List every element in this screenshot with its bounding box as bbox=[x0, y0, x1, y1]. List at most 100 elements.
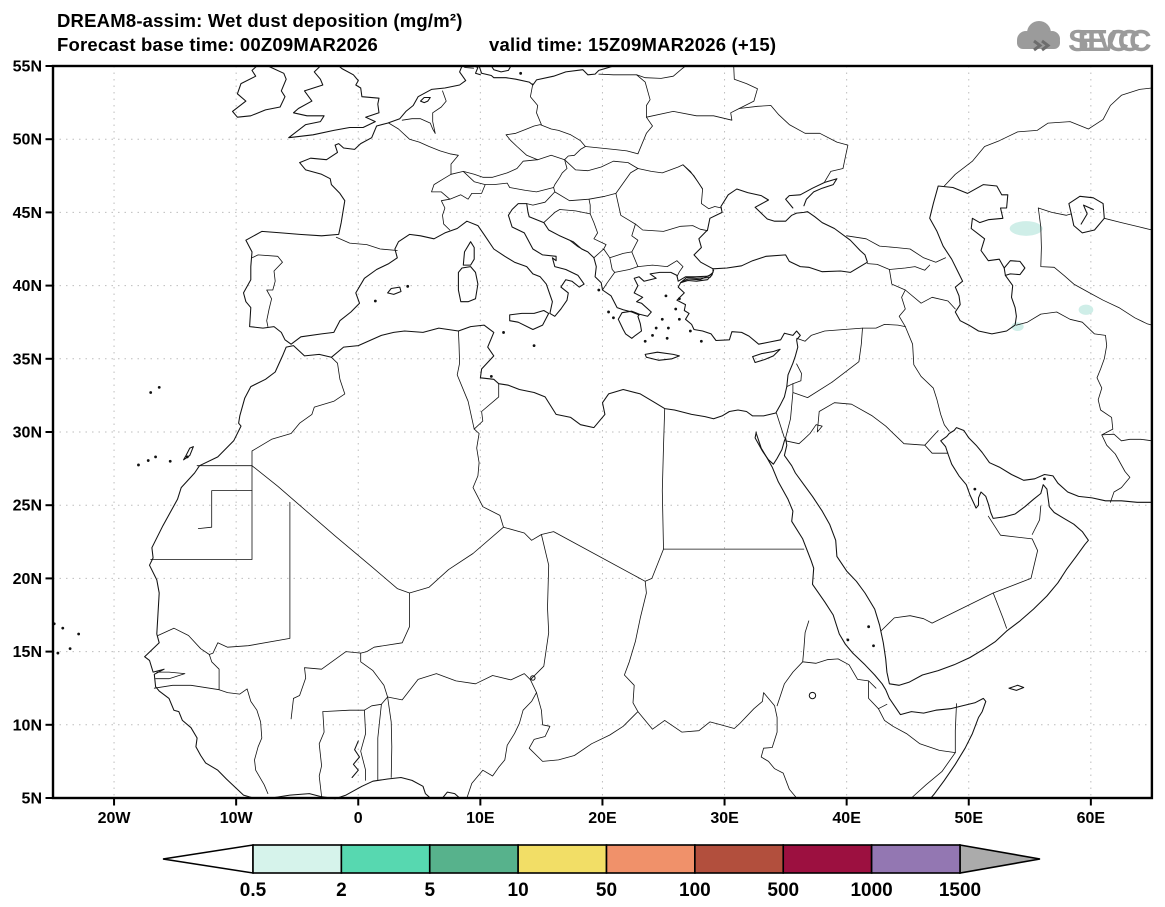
wet-deposition-area bbox=[1078, 304, 1094, 315]
colorbar-level-label: 5 bbox=[424, 880, 435, 901]
coastline bbox=[754, 427, 1153, 686]
country-border bbox=[466, 679, 537, 799]
colorbar-level-label: 1500 bbox=[939, 880, 981, 901]
country-border bbox=[456, 330, 475, 430]
country-border bbox=[553, 159, 568, 188]
country-border bbox=[526, 187, 556, 206]
colorbar-cell bbox=[694, 844, 785, 874]
small-island bbox=[664, 294, 668, 298]
small-island bbox=[665, 336, 669, 340]
coastline bbox=[478, 65, 614, 86]
forecast-base-time-label: Forecast base time: 00Z09MAR2026 bbox=[57, 34, 378, 55]
country-border bbox=[196, 465, 253, 560]
seevccc-logo: SEEVCCC bbox=[1017, 21, 1152, 58]
country-border bbox=[602, 271, 616, 291]
coastlines-and-borders bbox=[52, 65, 1153, 800]
country-border bbox=[432, 90, 447, 134]
country-border bbox=[776, 412, 785, 439]
plot-frame bbox=[51, 64, 1154, 800]
small-island bbox=[519, 71, 523, 75]
coastline bbox=[929, 184, 1017, 335]
small-island bbox=[867, 625, 871, 629]
lon-tick-label: 0 bbox=[354, 810, 363, 827]
lat-tick-label: 45N bbox=[13, 205, 42, 222]
lake bbox=[808, 691, 817, 700]
country-border bbox=[593, 248, 633, 259]
country-border bbox=[880, 515, 1038, 632]
country-border bbox=[831, 327, 863, 383]
lon-tick-label: 10E bbox=[466, 810, 495, 827]
small-island bbox=[1043, 477, 1046, 481]
small-island bbox=[643, 339, 647, 343]
country-border bbox=[377, 703, 382, 781]
small-island bbox=[149, 391, 153, 394]
lat-tick-label: 50N bbox=[13, 132, 42, 149]
country-border bbox=[776, 620, 810, 707]
country-border bbox=[785, 383, 794, 439]
small-island bbox=[688, 329, 692, 333]
small-island bbox=[373, 299, 377, 303]
coastline bbox=[271, 776, 431, 800]
country-border bbox=[543, 198, 591, 224]
small-island bbox=[674, 307, 678, 311]
dust-deposition-regions bbox=[1009, 221, 1094, 331]
country-border bbox=[1037, 207, 1072, 216]
country-border bbox=[792, 381, 833, 399]
wet-deposition-area bbox=[1011, 322, 1024, 331]
coastline bbox=[462, 241, 475, 266]
lon-tick-label: 40E bbox=[832, 810, 861, 827]
lat-tick-label: 30N bbox=[13, 425, 42, 442]
country-border bbox=[387, 696, 393, 778]
country-border bbox=[450, 159, 539, 178]
country-border bbox=[559, 235, 586, 251]
lon-tick-label: 10W bbox=[220, 810, 254, 827]
country-border bbox=[867, 263, 931, 271]
coastline bbox=[387, 286, 402, 295]
coastline bbox=[693, 188, 868, 273]
coastline bbox=[1008, 684, 1025, 691]
colorbar-cell bbox=[428, 844, 519, 874]
country-border bbox=[635, 223, 708, 232]
country-border bbox=[598, 65, 686, 79]
lat-tick-label: 35N bbox=[13, 351, 42, 368]
country-border bbox=[1031, 505, 1042, 535]
small-island bbox=[677, 297, 681, 301]
country-border bbox=[924, 444, 949, 454]
country-border bbox=[1016, 311, 1131, 503]
country-border bbox=[609, 257, 639, 273]
colorbar-legend: 0.5 2 5 10 50 100 500 1000 1500 bbox=[162, 844, 1041, 901]
lat-tick-label: 15N bbox=[13, 644, 42, 661]
axis-labels: 55N 50N 45N 40N 35N 30N 25N 20N 15N 10N 5N 20W 10W 0 1… bbox=[13, 59, 1106, 828]
coastline bbox=[288, 65, 380, 139]
coastline bbox=[752, 348, 781, 364]
lon-tick-label: 20E bbox=[588, 810, 617, 827]
coastline bbox=[509, 309, 550, 331]
country-border bbox=[889, 269, 906, 328]
country-border bbox=[868, 680, 888, 710]
logo-text: SEEVCCC bbox=[1068, 23, 1152, 58]
country-border bbox=[636, 74, 653, 155]
country-border bbox=[954, 703, 957, 753]
country-border bbox=[322, 696, 389, 712]
coastline bbox=[183, 446, 194, 461]
small-island bbox=[61, 626, 65, 630]
coastline bbox=[242, 65, 714, 345]
map-frame bbox=[51, 64, 1154, 800]
country-border bbox=[904, 326, 950, 432]
colorbar-cell bbox=[870, 844, 961, 874]
small-island bbox=[699, 339, 703, 343]
small-island bbox=[77, 632, 81, 636]
small-island bbox=[597, 288, 601, 292]
coastline bbox=[351, 740, 361, 779]
colorbar-level-label: 0.5 bbox=[240, 880, 267, 901]
country-border bbox=[464, 67, 475, 69]
small-island bbox=[489, 374, 493, 378]
country-border bbox=[802, 658, 877, 689]
country-border bbox=[682, 164, 703, 190]
coastline bbox=[785, 178, 838, 209]
country-border bbox=[318, 711, 325, 797]
small-island bbox=[607, 310, 610, 314]
country-border bbox=[388, 122, 459, 175]
lat-tick-label: 25N bbox=[13, 498, 42, 515]
small-island bbox=[68, 647, 72, 651]
